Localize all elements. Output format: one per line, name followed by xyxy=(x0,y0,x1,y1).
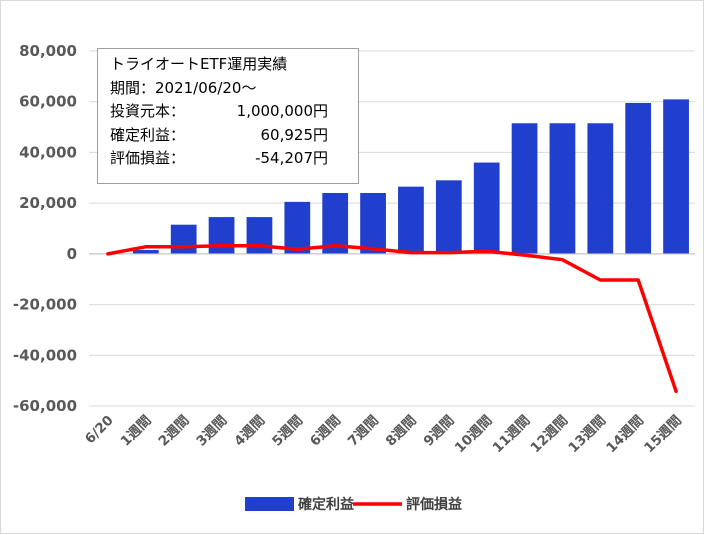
x-tick-label: 14週間 xyxy=(603,413,647,457)
x-tick-label: 7週間 xyxy=(345,413,382,450)
bar xyxy=(398,186,424,254)
annotation-value: 1,000,000円 xyxy=(236,102,328,120)
legend-label-bar: 確定利益 xyxy=(298,496,354,513)
y-tick-label: -60,000 xyxy=(13,397,77,415)
x-tick-label: 8週間 xyxy=(383,413,420,450)
x-tick-label: 15週間 xyxy=(641,413,685,457)
bar xyxy=(625,102,652,254)
bar xyxy=(246,217,273,254)
x-tick-label: 6/20 xyxy=(82,413,117,448)
legend: 確定利益 評価損益 xyxy=(245,496,462,513)
x-tick-label: 13週間 xyxy=(565,413,609,457)
legend-swatch-bar xyxy=(245,497,294,511)
series-line xyxy=(106,243,678,394)
y-tick-label: 0 xyxy=(67,245,77,263)
bar xyxy=(663,99,689,254)
annotation-row-realized: 確定利益： 60,925円 xyxy=(110,124,348,148)
y-tick-label: 40,000 xyxy=(19,143,77,161)
annotation-title: トライオートETF運用実績 xyxy=(110,55,288,73)
bar xyxy=(170,224,197,254)
annotation-value: 60,925円 xyxy=(260,125,329,144)
annotation-label: 評価損益： xyxy=(110,149,186,167)
annotation-label: 投資元本： xyxy=(110,102,186,120)
annotation-value: -54,207円 xyxy=(255,149,328,167)
y-axis-ticks: 80,000 60,000 40,000 20,000 0 -20,000 -40,000 -… xyxy=(13,42,77,415)
x-tick-label: 11週間 xyxy=(490,413,534,457)
legend-label-line: 評価損益 xyxy=(406,496,462,513)
y-tick-label: -40,000 xyxy=(13,346,77,364)
x-tick-label: 12週間 xyxy=(528,413,572,457)
x-tick-label: 1週間 xyxy=(118,413,155,450)
bar xyxy=(132,250,159,254)
annotation-row-principal: 投資元本： 1,000,000円 xyxy=(110,100,348,124)
annotation-period: 期間：2021/06/20～ xyxy=(110,78,257,97)
bar xyxy=(511,123,538,254)
x-tick-label: 4週間 xyxy=(231,413,268,450)
x-tick-label: 6週間 xyxy=(307,413,344,450)
y-tick-label: 20,000 xyxy=(19,194,77,212)
bar xyxy=(435,180,462,254)
annotation-box: トライオートETF運用実績 期間：2021/06/20～ 投資元本： 1,000… xyxy=(97,48,359,184)
bar xyxy=(587,123,614,254)
annotation-row-unrealized: 評価損益： -54,207円 xyxy=(110,147,348,171)
x-axis-ticks: 6/20 1週間 2週間 3週間 4週間 5週間 6週間 7週間 8週間 9週間10週間11週間1… xyxy=(82,413,685,457)
line-group xyxy=(106,243,678,394)
y-tick-label: -20,000 xyxy=(13,296,77,314)
annotation-label: 確定利益： xyxy=(110,125,186,144)
bar xyxy=(208,217,235,254)
bar xyxy=(284,201,311,254)
y-tick-label: 60,000 xyxy=(19,93,77,111)
x-tick-label: 10週間 xyxy=(452,413,496,457)
x-tick-label: 3週間 xyxy=(193,413,230,450)
bar xyxy=(322,193,349,254)
x-tick-label: 5週間 xyxy=(269,413,306,450)
bars-group xyxy=(132,99,689,254)
y-tick-label: 80,000 xyxy=(19,42,77,60)
bar xyxy=(549,123,576,254)
x-tick-label: 2週間 xyxy=(155,413,192,450)
bar xyxy=(360,193,386,254)
bar xyxy=(473,162,500,254)
